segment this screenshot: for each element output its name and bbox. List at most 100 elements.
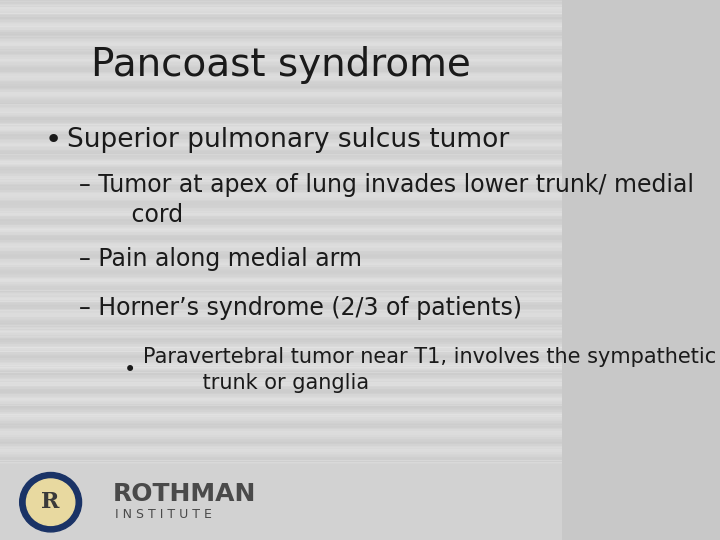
Bar xyxy=(0,261,562,262)
Bar xyxy=(0,8,562,9)
Bar xyxy=(0,532,562,534)
Bar xyxy=(0,46,562,47)
Bar xyxy=(0,154,562,156)
Bar xyxy=(0,286,562,287)
Bar xyxy=(0,130,562,131)
Bar xyxy=(0,394,562,395)
Bar xyxy=(0,437,562,438)
Bar xyxy=(0,435,562,436)
Bar xyxy=(0,75,562,76)
Bar xyxy=(0,219,562,220)
Bar xyxy=(0,289,562,291)
Bar xyxy=(0,228,562,230)
Bar xyxy=(0,271,562,273)
Bar xyxy=(0,39,562,40)
Bar xyxy=(0,535,562,536)
Bar xyxy=(0,537,562,539)
Bar xyxy=(0,291,562,292)
Bar xyxy=(0,123,562,124)
Bar xyxy=(0,464,562,540)
Bar xyxy=(0,19,562,20)
Bar xyxy=(0,372,562,373)
Bar xyxy=(0,359,562,361)
Bar xyxy=(0,409,562,410)
Bar xyxy=(0,405,562,406)
Bar xyxy=(0,298,562,300)
Bar xyxy=(0,92,562,93)
Bar xyxy=(0,417,562,418)
Bar xyxy=(0,410,562,411)
Bar xyxy=(0,112,562,113)
Bar xyxy=(0,237,562,238)
Bar xyxy=(0,165,562,166)
Bar xyxy=(0,519,562,521)
Bar xyxy=(0,178,562,179)
Bar xyxy=(0,220,562,221)
Bar xyxy=(0,217,562,219)
Bar xyxy=(0,202,562,204)
Bar xyxy=(0,281,562,282)
Bar xyxy=(0,308,562,309)
Bar xyxy=(0,234,562,235)
Bar xyxy=(0,382,562,383)
Bar xyxy=(0,172,562,173)
Bar xyxy=(0,64,562,65)
Bar xyxy=(0,170,562,172)
Text: •: • xyxy=(45,126,62,154)
Bar xyxy=(0,167,562,168)
Bar xyxy=(0,367,562,368)
Bar xyxy=(0,278,562,280)
Bar xyxy=(0,179,562,181)
Bar xyxy=(0,307,562,308)
Bar xyxy=(0,174,562,176)
Bar xyxy=(0,302,562,303)
Bar xyxy=(0,232,562,233)
Bar xyxy=(0,105,562,106)
Bar xyxy=(0,389,562,390)
Bar xyxy=(0,6,562,8)
Bar xyxy=(0,11,562,12)
Bar xyxy=(0,509,562,510)
Bar xyxy=(0,80,562,81)
Bar xyxy=(0,183,562,184)
Bar xyxy=(0,99,562,100)
Bar xyxy=(0,168,562,170)
Bar xyxy=(0,213,562,214)
Bar xyxy=(0,14,562,15)
Bar xyxy=(0,319,562,320)
Bar xyxy=(0,512,562,513)
Bar xyxy=(0,89,562,90)
Bar xyxy=(0,399,562,400)
Bar xyxy=(0,239,562,240)
Bar xyxy=(0,491,562,492)
Bar xyxy=(0,230,562,231)
Bar xyxy=(0,194,562,195)
Bar xyxy=(0,16,562,17)
Bar xyxy=(0,42,562,43)
Bar xyxy=(0,400,562,401)
Bar xyxy=(0,436,562,437)
Bar xyxy=(0,78,562,79)
Bar xyxy=(0,395,562,397)
Bar xyxy=(0,158,562,159)
Text: I N S T I T U T E: I N S T I T U T E xyxy=(115,508,212,521)
Bar xyxy=(0,492,562,494)
Bar xyxy=(0,449,562,451)
Bar xyxy=(0,453,562,454)
Bar xyxy=(0,332,562,333)
Bar xyxy=(0,301,562,302)
Bar xyxy=(0,73,562,74)
Bar xyxy=(0,20,562,22)
Bar xyxy=(0,502,562,503)
Bar xyxy=(0,5,562,6)
Bar xyxy=(0,421,562,422)
Bar xyxy=(0,292,562,293)
Bar xyxy=(0,411,562,413)
Bar xyxy=(0,432,562,433)
Bar xyxy=(0,243,562,244)
Bar xyxy=(0,12,562,14)
Bar xyxy=(0,433,562,435)
Bar xyxy=(0,146,562,147)
Bar xyxy=(0,251,562,252)
Bar xyxy=(0,471,562,472)
